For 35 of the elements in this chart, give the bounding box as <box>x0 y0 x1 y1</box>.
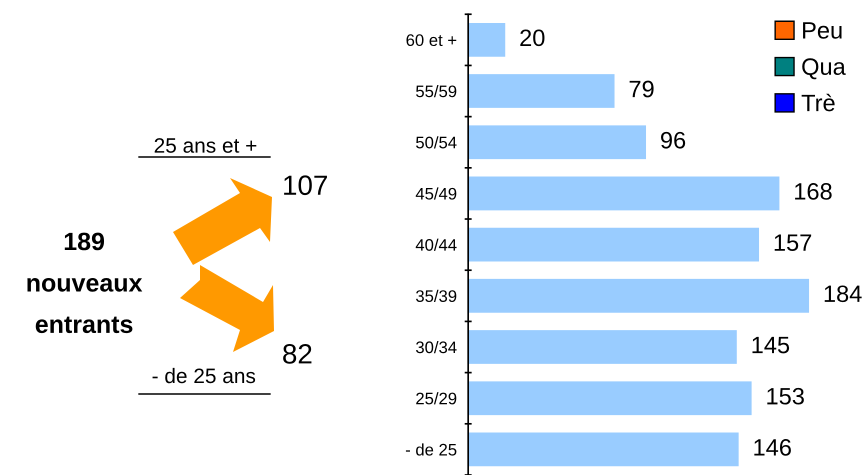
data-label: 20 <box>520 29 544 46</box>
y-tick-label: 55/59 <box>416 85 456 98</box>
y-tick-label: 40/44 <box>416 238 457 251</box>
legend-label: Trè <box>802 94 835 112</box>
bar <box>468 125 646 160</box>
bar <box>468 432 739 466</box>
legend-label: Qua <box>802 58 846 80</box>
legend-label: Peu <box>803 22 842 39</box>
y-tick-label: 50/54 <box>416 136 457 148</box>
y-tick-label: 45/49 <box>416 187 456 200</box>
y-tick-label: 60 et + <box>406 34 456 46</box>
bar <box>468 381 752 416</box>
data-label: 153 <box>767 388 804 405</box>
y-tick-label: 35/39 <box>416 290 456 302</box>
y-tick-label: 25/29 <box>416 392 456 404</box>
bar <box>468 330 737 364</box>
text: 189 nouveaux entrants <box>27 232 142 334</box>
bar <box>468 74 615 108</box>
bar <box>468 22 506 57</box>
y-tick-label: - de 25 <box>406 443 456 456</box>
bar <box>468 278 810 313</box>
bar <box>468 176 780 210</box>
data-label: 184 <box>824 285 862 302</box>
y-tick-label: 30/34 <box>416 340 457 354</box>
text: - de 25 ans <box>152 368 256 384</box>
data-label: 146 <box>754 439 791 456</box>
data-label: 168 <box>795 183 832 200</box>
data-label: 145 <box>752 336 790 354</box>
bar <box>468 228 760 262</box>
data-label: 96 <box>661 132 686 149</box>
text: 25 ans et + <box>154 138 256 153</box>
data-label: 157 <box>774 234 812 251</box>
text: 107 <box>284 175 327 196</box>
text: 82 <box>283 344 312 364</box>
data-label: 79 <box>630 80 654 98</box>
